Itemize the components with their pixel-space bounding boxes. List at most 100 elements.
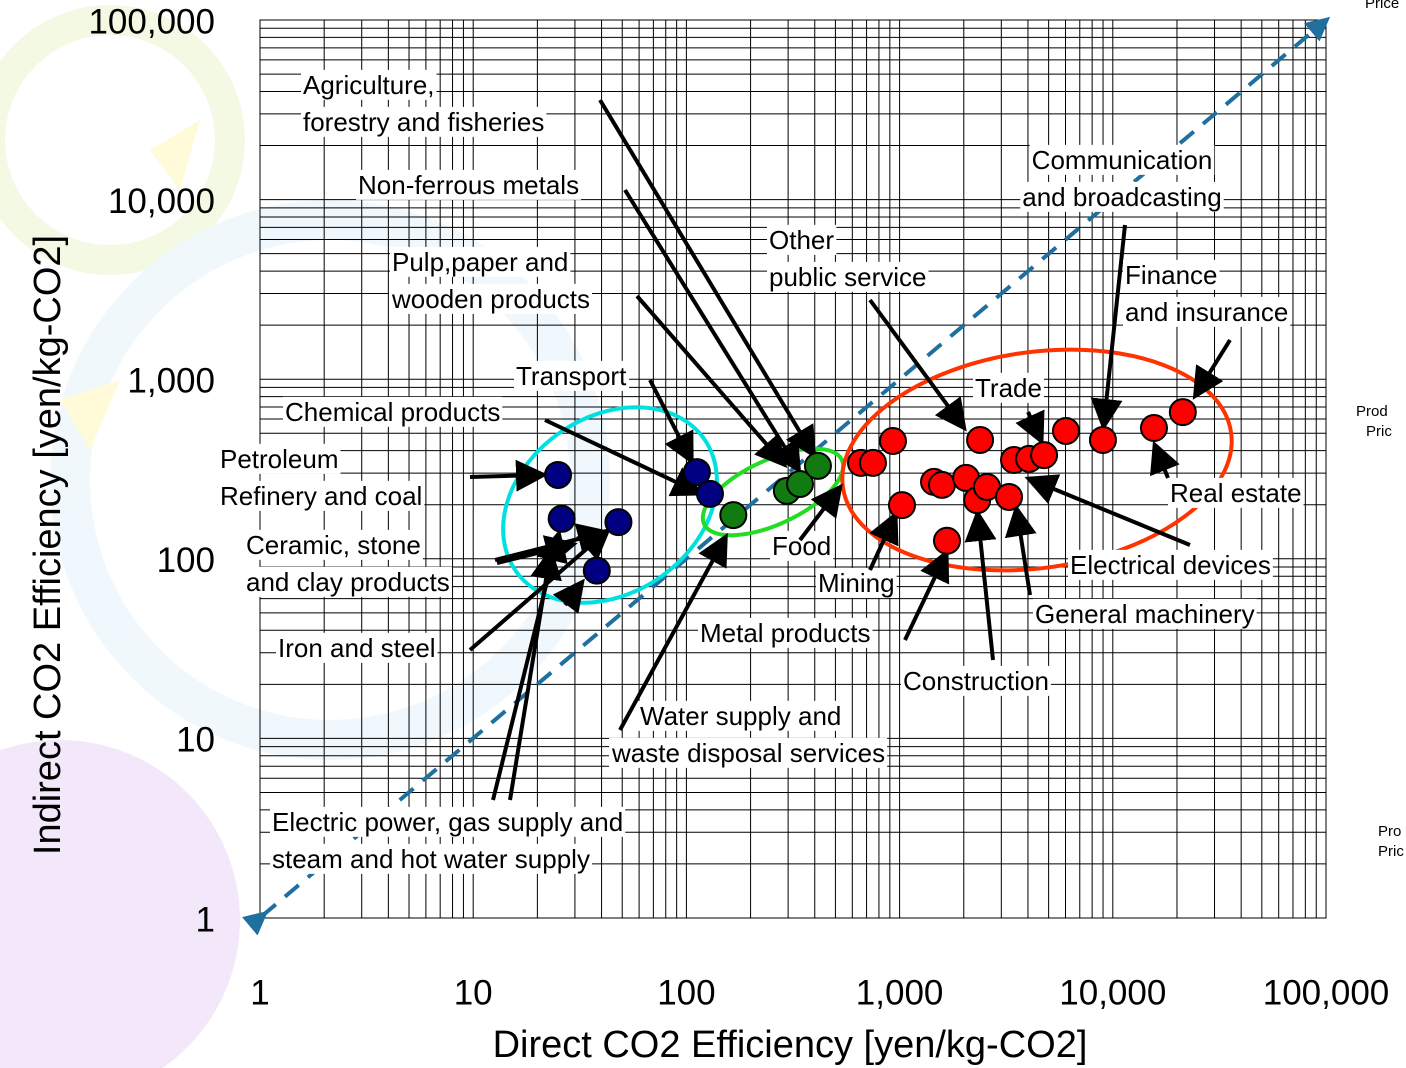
point xyxy=(1051,416,1080,445)
point xyxy=(1168,398,1197,427)
point xyxy=(995,482,1024,511)
annotation-arrow xyxy=(508,547,562,801)
x-tick-label: 1,000 xyxy=(856,973,944,1012)
annotation-label: Agriculture, xyxy=(303,70,435,100)
x-tick-label: 100 xyxy=(657,973,715,1012)
annotation-arrow xyxy=(868,510,899,571)
annotation-background xyxy=(389,283,593,314)
annotation-arrow xyxy=(868,298,967,432)
cluster-ellipse xyxy=(840,347,1234,573)
annotation-label: Electrical devices xyxy=(1070,550,1271,580)
annotation-label: steam and hot water supply xyxy=(272,844,590,874)
annotation-label: wooden products xyxy=(391,284,590,314)
annotation-background xyxy=(218,480,425,511)
annotation-background xyxy=(1123,296,1291,327)
annotation-arrow xyxy=(468,527,612,652)
point xyxy=(547,504,576,533)
annotation-background xyxy=(698,617,873,648)
y-tick-label: 100 xyxy=(157,541,215,580)
annotation-label: forestry and fisheries xyxy=(303,107,544,137)
y-axis-title: Indirect CO2 Efficiency [yen/kg-CO2] xyxy=(27,235,69,855)
annotation-background xyxy=(270,843,592,874)
annotation-background xyxy=(1068,549,1273,580)
annotation-background xyxy=(390,246,571,277)
point xyxy=(803,451,832,480)
annotation-arrow xyxy=(618,532,728,731)
annotation-arrow xyxy=(1004,504,1037,596)
annotation-label: Metal products xyxy=(700,618,871,648)
point xyxy=(544,460,573,489)
point xyxy=(682,458,711,487)
side-text: Pric xyxy=(1366,423,1392,440)
annotation-background xyxy=(638,700,844,731)
annotation-label: and insurance xyxy=(1125,297,1288,327)
y-tick-label: 10,000 xyxy=(108,182,215,221)
point xyxy=(858,448,887,477)
annotation-background xyxy=(1020,181,1224,212)
annotation-arrow xyxy=(598,98,817,459)
points xyxy=(544,398,1197,585)
x-axis-title: Direct CO2 Efficiency [yen/kg-CO2] xyxy=(493,1024,1088,1066)
annotation-arrow xyxy=(648,379,694,466)
annotation-background xyxy=(901,665,1051,696)
point xyxy=(887,491,916,520)
annotation-label: Construction xyxy=(903,666,1049,696)
annotation-label: General machinery xyxy=(1035,599,1255,629)
annotation-background xyxy=(609,737,888,768)
annotation-background xyxy=(1033,598,1257,629)
point xyxy=(785,469,814,498)
annotation-background xyxy=(244,566,452,597)
annotation-label: public service xyxy=(769,262,927,292)
annotation-arrow xyxy=(903,548,950,641)
point xyxy=(878,426,907,455)
x-tick-label: 100,000 xyxy=(1263,973,1390,1012)
annotation-label: Refinery and coal xyxy=(220,481,422,511)
point xyxy=(966,425,995,454)
annotation-label: Finance xyxy=(1125,260,1218,290)
annotation-background xyxy=(514,360,630,391)
cluster-ellipse xyxy=(501,405,719,605)
annotation-label: Other xyxy=(769,225,834,255)
annotation-background xyxy=(301,69,437,100)
side-text: Pric xyxy=(1378,843,1404,860)
y-tick-label: 100,000 xyxy=(88,2,215,41)
annotation-arrow xyxy=(1192,338,1232,400)
annotation-arrow xyxy=(469,459,548,492)
annotation-arrow xyxy=(798,483,843,542)
annotation-background xyxy=(301,106,547,137)
annotation-arrow xyxy=(635,294,788,469)
cluster-ellipses xyxy=(501,347,1234,605)
x-tick-label: 10,000 xyxy=(1059,973,1166,1012)
annotation-arrow xyxy=(623,188,802,474)
annotation-label: Water supply and xyxy=(640,701,841,731)
x-tick-label: 10 xyxy=(454,973,493,1012)
y-tick-label: 10 xyxy=(176,721,215,760)
annotation-arrow xyxy=(1015,409,1045,446)
point xyxy=(719,501,748,530)
point xyxy=(1139,413,1168,442)
annotation-arrow xyxy=(1090,224,1127,431)
annotation-arrow xyxy=(964,509,997,661)
annotation-label: Communication xyxy=(1032,145,1213,175)
side-text: Pro xyxy=(1378,823,1401,840)
point xyxy=(582,556,611,585)
annotation-label: Ceramic, stone xyxy=(246,530,421,560)
x-tick-label: 1 xyxy=(250,973,269,1012)
annotation-background xyxy=(973,372,1044,403)
annotation-label: Transport xyxy=(516,361,627,391)
y-tick-label: 1,000 xyxy=(127,361,215,400)
annotation-arrow xyxy=(544,418,705,497)
annotation-label: Chemical products xyxy=(285,397,500,427)
annotation-label: Electric power, gas supply and xyxy=(272,807,623,837)
annotations: Agriculture, forestry and fisheries Non-fe… xyxy=(218,69,1304,874)
point xyxy=(1030,441,1059,470)
annotation-label: Iron and steel xyxy=(278,633,436,663)
annotation-background xyxy=(1168,477,1304,508)
annotation-arrow xyxy=(1024,474,1191,547)
side-text: Price xyxy=(1365,0,1399,12)
annotation-label: and broadcasting xyxy=(1022,182,1221,212)
annotation-background xyxy=(1123,259,1220,290)
annotation-label: Non-ferrous metals xyxy=(358,170,579,200)
annotation-arrow xyxy=(552,578,585,614)
